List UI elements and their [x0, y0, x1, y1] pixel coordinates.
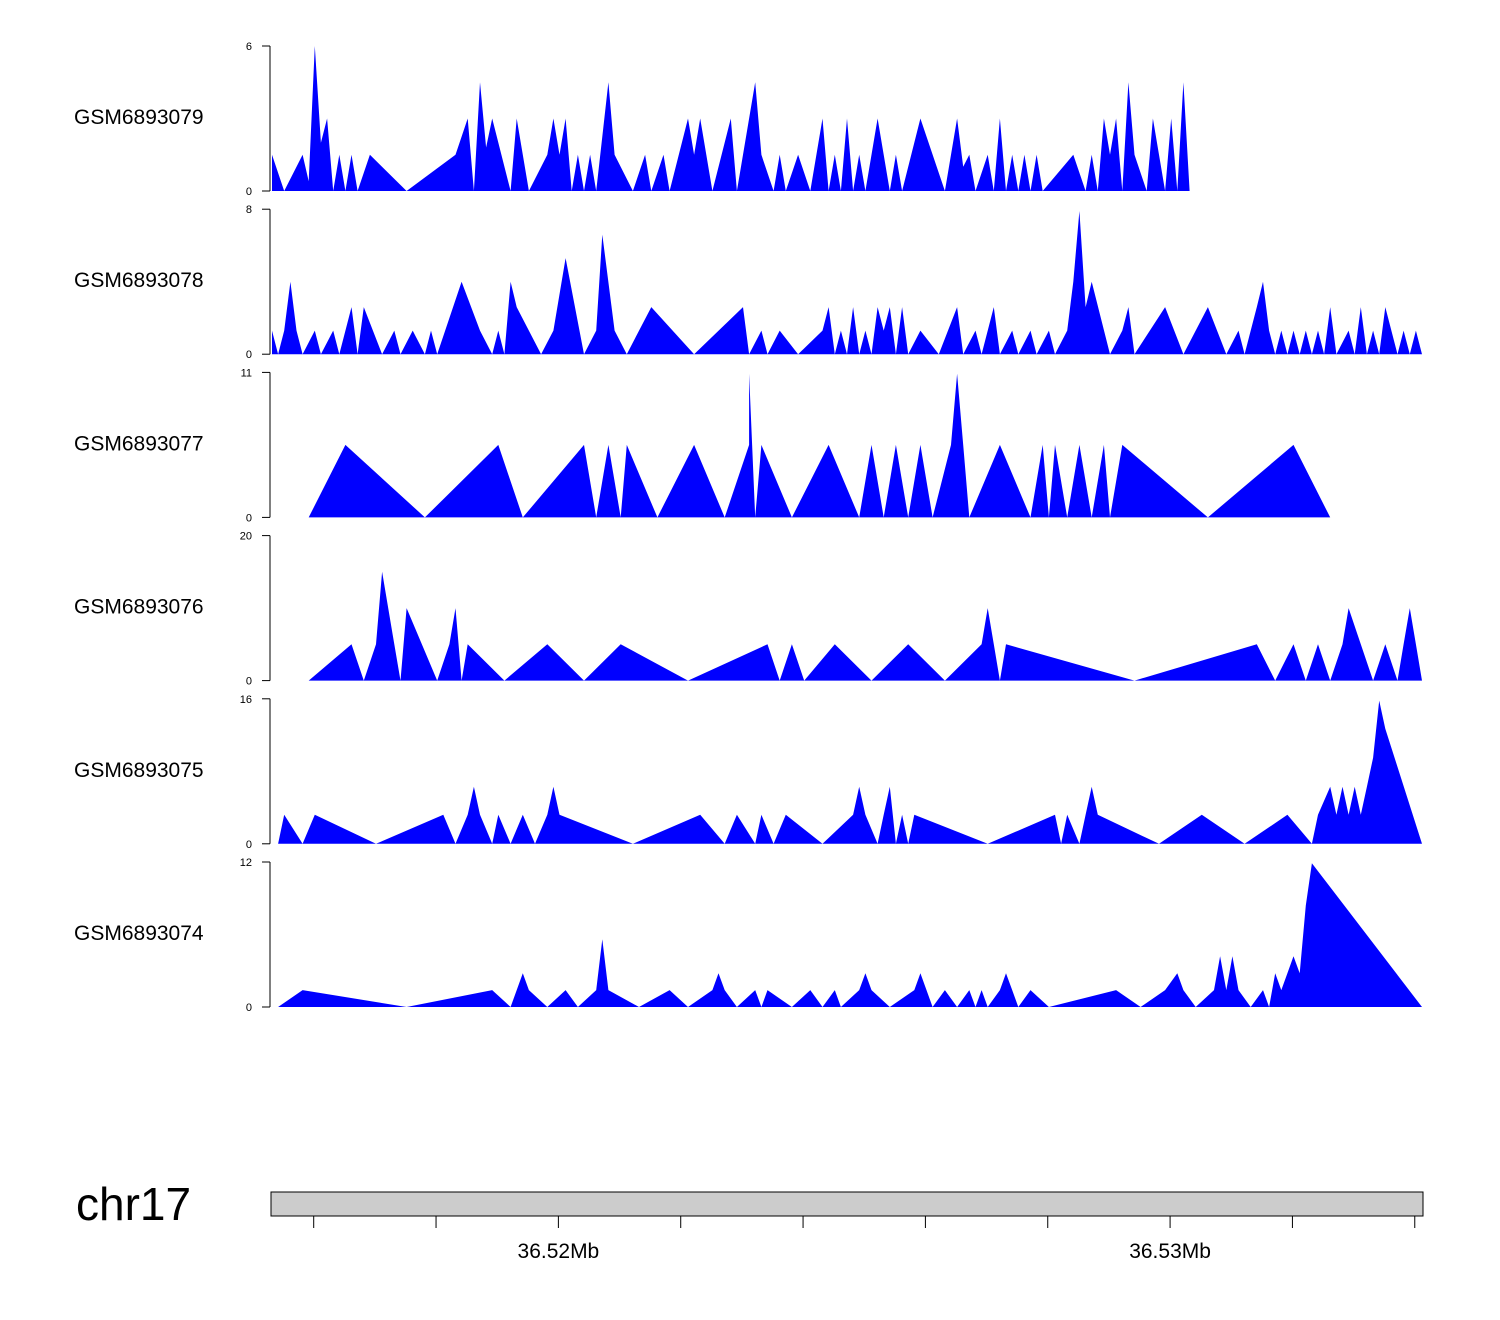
track-name: GSM6893078 [74, 269, 204, 292]
track-name: GSM6893075 [74, 759, 204, 782]
track-name: GSM6893076 [74, 596, 204, 619]
x-tick-label: 36.52Mb [518, 1240, 600, 1263]
track-GSM6893075: GSM6893075 16 0 [74, 694, 1423, 851]
y-min-label: 0 [246, 839, 252, 851]
y-min-label: 0 [246, 512, 252, 524]
chromosome-axis: chr17 36.52Mb 36.53Mb [76, 1178, 1424, 1263]
track-GSM6893076: GSM6893076 20 0 [74, 531, 1423, 688]
track-GSM6893078: GSM6893078 8 0 [74, 204, 1422, 361]
track-panels: GSM689307960GSM689307880GSM6893077110GSM… [74, 41, 1423, 1014]
x-tick-label: 36.53Mb [1129, 1240, 1211, 1263]
y-max-label: 6 [246, 41, 252, 53]
track-name: GSM6893074 [74, 922, 204, 945]
coverage-area [278, 700, 1423, 844]
coverage-area [308, 373, 1331, 518]
coverage-area [272, 211, 1422, 355]
y-max-label: 8 [246, 204, 252, 216]
y-min-label: 0 [246, 186, 252, 198]
coverage-area [308, 571, 1423, 681]
coverage-area [278, 863, 1423, 1007]
y-max-label: 11 [241, 367, 252, 379]
track-GSM6893077: GSM6893077 11 0 [74, 367, 1331, 524]
y-max-label: 12 [240, 857, 252, 869]
chromosome-bar [270, 1191, 1424, 1217]
y-min-label: 0 [246, 349, 252, 361]
track-name: GSM6893077 [74, 432, 204, 455]
x-axis-ticks: 36.52Mb 36.53Mb [313, 1216, 1416, 1263]
y-min-label: 0 [246, 1002, 252, 1014]
y-max-label: 16 [240, 694, 252, 706]
chromosome-label: chr17 [76, 1178, 191, 1230]
track-GSM6893079: GSM6893079 6 0 [74, 41, 1190, 198]
coverage-area [272, 46, 1190, 191]
track-name: GSM6893079 [74, 106, 204, 129]
track-GSM6893074: GSM6893074 12 0 [74, 857, 1423, 1014]
y-max-label: 20 [240, 531, 252, 543]
y-min-label: 0 [246, 676, 252, 688]
